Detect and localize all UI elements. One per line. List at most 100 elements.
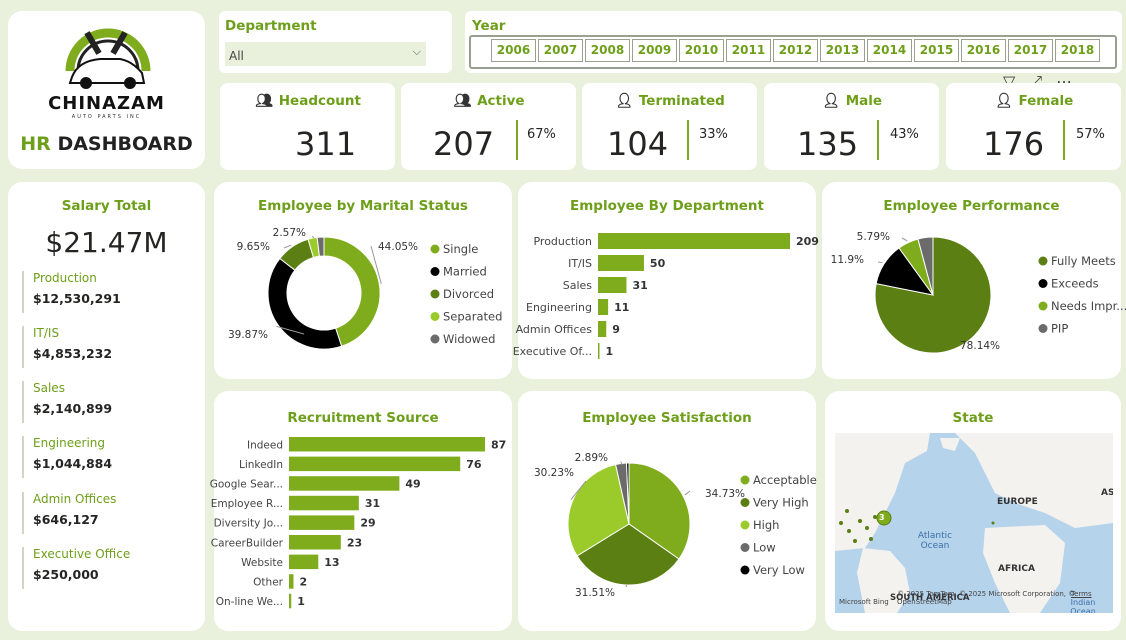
pie-data-label: 31.51% bbox=[575, 587, 615, 599]
year-option-2006[interactable]: 2006 bbox=[491, 39, 536, 62]
kpi-headcount-label: Headcount bbox=[278, 93, 361, 109]
pie-data-label: 11.9% bbox=[831, 254, 864, 266]
kpi-terminated-divider bbox=[687, 120, 689, 160]
year-option-2008[interactable]: 2008 bbox=[585, 39, 630, 62]
kpi-terminated-value: 104 bbox=[607, 125, 669, 163]
bar-data-label: 2 bbox=[300, 575, 308, 588]
kpi-female-divider bbox=[1063, 120, 1065, 160]
year-range-bracket bbox=[469, 35, 1117, 69]
year-option-2011[interactable]: 2011 bbox=[726, 39, 771, 62]
kpi-female-value: 176 bbox=[983, 125, 1045, 163]
legend-item: Single bbox=[443, 242, 478, 256]
bar-data-label: 87 bbox=[491, 438, 506, 451]
map-label-south-america: SOUTH AMERICA bbox=[890, 593, 970, 603]
bar-data-label: 9 bbox=[612, 323, 620, 336]
kpi-active-divider bbox=[516, 120, 518, 160]
pie-slice-fullymeets bbox=[874, 236, 992, 354]
kpi-male-pct: 43% bbox=[890, 127, 919, 142]
department-dropdown[interactable]: All ⌵ bbox=[225, 42, 426, 66]
kpi-male: 👤︎ Male 135 43% bbox=[764, 83, 939, 170]
legend-marker bbox=[1038, 324, 1048, 333]
pie-slice-married bbox=[267, 257, 343, 350]
pie-data-label: 34.73% bbox=[705, 488, 745, 500]
year-options: 2006 2007 2008 2009 2010 2011 2012 2013 2014 2015… bbox=[491, 39, 1100, 62]
legend-item: Fully Meets bbox=[1051, 254, 1116, 268]
year-option-2018[interactable]: 2018 bbox=[1055, 39, 1100, 62]
pie-slice-verylow bbox=[626, 462, 630, 525]
state-map[interactable]: 3 EUROPE Atlantic Ocean AFRICA SOUTH AME… bbox=[835, 433, 1113, 613]
legend-marker bbox=[430, 267, 440, 276]
legend-item: High bbox=[753, 518, 779, 532]
pie-slice-widowed bbox=[316, 236, 325, 257]
bar-category-label: CareerBuilder bbox=[211, 537, 284, 549]
kpi-headcount-title: 👥︎ Headcount bbox=[220, 93, 395, 109]
legend-item: PIP bbox=[1051, 322, 1068, 336]
bar-executiveof bbox=[598, 343, 600, 359]
legend-item: Exceeds bbox=[1051, 277, 1099, 291]
chevron-down-icon: ⌵ bbox=[412, 45, 421, 58]
bar-data-label: 76 bbox=[466, 458, 482, 471]
year-option-2015[interactable]: 2015 bbox=[914, 39, 959, 62]
group-icon: 👥︎ bbox=[453, 93, 472, 109]
bar-adminoffices bbox=[598, 321, 607, 337]
bar-category-label: Employee R... bbox=[211, 498, 283, 510]
people-icon: 👥︎ bbox=[255, 93, 273, 109]
department-chart-card: Employee By Department Production 209 IT/I… bbox=[513, 182, 819, 379]
pie-leader-line bbox=[620, 461, 623, 466]
map-label-asia: ASI bbox=[1101, 488, 1113, 498]
salary-card: Salary Total $21.47M Production $12,530,2… bbox=[8, 182, 205, 631]
kpi-female-label: Female bbox=[1018, 93, 1074, 109]
year-option-2012[interactable]: 2012 bbox=[773, 39, 818, 62]
pie-data-label: 5.79% bbox=[857, 231, 890, 243]
year-option-2009[interactable]: 2009 bbox=[632, 39, 677, 62]
map-credit: © 2025 TomTom, © 2025 Microsoft Corporat… bbox=[897, 590, 1076, 606]
satisfaction-title: Employee Satisfaction bbox=[582, 410, 752, 426]
salary-item-value: $1,044,884 bbox=[33, 456, 113, 471]
year-option-2007[interactable]: 2007 bbox=[538, 39, 583, 62]
map-bing-logo: Microsoft Bing bbox=[839, 598, 889, 606]
legend-marker bbox=[430, 312, 440, 321]
bar-production bbox=[598, 233, 790, 249]
year-option-2013[interactable]: 2013 bbox=[820, 39, 865, 62]
department-chart-title: Employee By Department bbox=[570, 198, 764, 214]
salary-item-admin-offices: Admin Offices $646,127 bbox=[22, 492, 192, 534]
year-option-2014[interactable]: 2014 bbox=[867, 39, 912, 62]
kpi-active: 👥︎ Active 207 67% bbox=[401, 83, 576, 170]
salary-item-value: $12,530,291 bbox=[33, 291, 121, 306]
bar-data-label: 49 bbox=[405, 477, 420, 490]
bar-careerbuilder bbox=[289, 535, 341, 550]
state-title: State bbox=[952, 410, 994, 426]
kpi-female: 👤︎ Female 176 57% bbox=[946, 83, 1121, 170]
satisfaction-chart: 34.73% 31.51% 30.23%2.89% Acceptable Very Hi… bbox=[534, 452, 817, 599]
legend-marker bbox=[430, 289, 440, 299]
salary-item-name: IT/IS bbox=[33, 326, 60, 340]
year-option-2010[interactable]: 2010 bbox=[679, 39, 724, 62]
salary-item-value: $4,853,232 bbox=[33, 346, 113, 361]
bar-employeer bbox=[289, 495, 359, 511]
bar-category-label: Other bbox=[253, 576, 283, 588]
legend-marker bbox=[430, 244, 440, 254]
salary-item-name: Sales bbox=[33, 381, 65, 395]
kpi-active-title: 👥︎ Active bbox=[401, 93, 576, 109]
title-hr: HR bbox=[20, 133, 51, 155]
pie-slice-veryhigh bbox=[576, 523, 680, 586]
bar-data-label: 50 bbox=[650, 257, 666, 270]
bar-onlinewe bbox=[289, 593, 292, 609]
bar-data-label: 1 bbox=[297, 595, 305, 608]
pie-slice-high bbox=[567, 463, 630, 557]
map-terms-link[interactable]: Terms bbox=[1071, 590, 1092, 598]
bar-data-label: 1 bbox=[606, 345, 614, 358]
salary-item-value: $646,127 bbox=[33, 512, 99, 527]
year-option-2017[interactable]: 2017 bbox=[1008, 39, 1053, 62]
bar-engineering bbox=[598, 299, 609, 315]
year-option-2016[interactable]: 2016 bbox=[961, 39, 1006, 62]
pie-leader-line bbox=[901, 237, 908, 242]
kpi-active-label: Active bbox=[477, 93, 525, 109]
legend-item: Needs Impr... bbox=[1051, 299, 1126, 313]
map-label-atlantic: Atlantic Ocean bbox=[917, 531, 953, 551]
legend-item: Low bbox=[753, 541, 776, 555]
kpi-terminated: 👤︎ Terminated 104 33% bbox=[582, 83, 757, 170]
logo-card: CHINAZAM AUTO PARTS INC HR DASHBOARD bbox=[8, 11, 205, 169]
pie-data-label: 2.57% bbox=[273, 227, 306, 239]
pie-data-label: 2.89% bbox=[575, 452, 608, 464]
